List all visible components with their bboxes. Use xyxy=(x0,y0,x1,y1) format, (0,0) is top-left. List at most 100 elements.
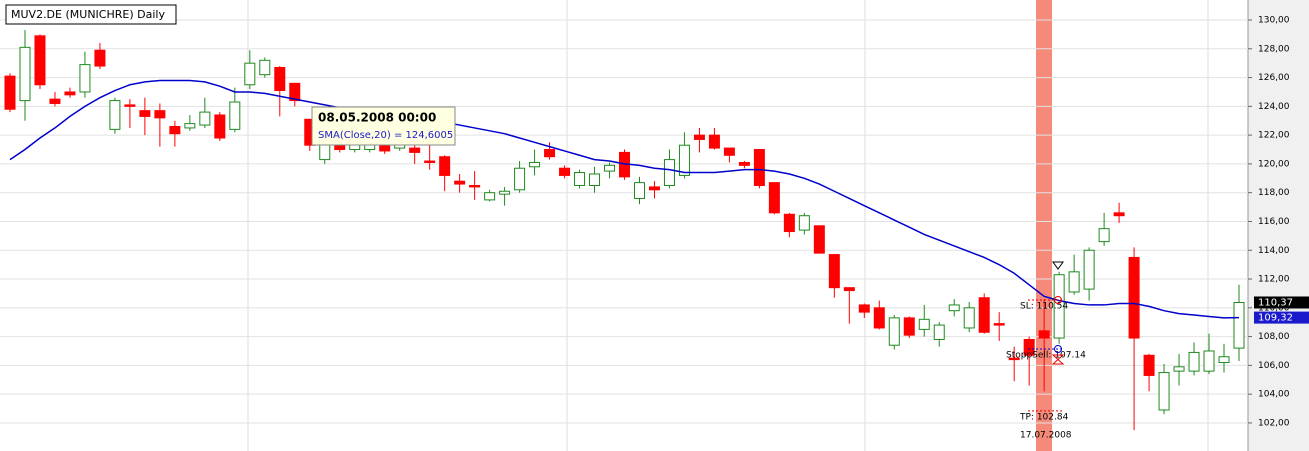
candle-body xyxy=(154,110,166,119)
tooltip xyxy=(311,106,456,146)
y-tick-label: 104,00 xyxy=(1258,390,1290,400)
candle-body xyxy=(1038,330,1050,339)
candle-body xyxy=(259,59,271,76)
candle-body xyxy=(589,173,601,186)
sl-marker xyxy=(1054,296,1062,304)
level-label: TP: 102.84 xyxy=(1019,412,1069,422)
candle-body xyxy=(124,104,136,107)
candle-body xyxy=(828,254,840,289)
candle-body xyxy=(274,66,286,92)
sma-line xyxy=(9,79,1240,319)
candle-body xyxy=(648,186,660,191)
candle-body xyxy=(1233,301,1245,349)
candle-body xyxy=(978,297,990,333)
y-tick-label: 130,00 xyxy=(1258,16,1290,26)
candle-body xyxy=(1173,366,1185,372)
candle-body xyxy=(379,144,391,152)
candle-body xyxy=(993,323,1005,326)
candle-body xyxy=(319,143,331,161)
trade-markers xyxy=(1051,261,1065,365)
candle-body xyxy=(753,149,765,186)
candle-body xyxy=(963,307,975,329)
candle-body xyxy=(633,182,645,199)
candle-body xyxy=(559,167,571,176)
candle-body xyxy=(1218,356,1230,363)
exit-marker xyxy=(1051,354,1065,365)
price-label-box xyxy=(1254,296,1309,309)
candle-body xyxy=(783,213,795,233)
candle-body xyxy=(214,114,226,139)
candle-body xyxy=(798,215,810,231)
candle-body xyxy=(184,123,196,129)
candle-body xyxy=(888,317,900,346)
y-tick-label: 120,00 xyxy=(1258,159,1290,169)
tooltip-text: SMA(Close,20) = 124,6005 xyxy=(318,130,453,141)
stop-marker xyxy=(1054,345,1062,353)
tooltip-date: 08.05.2008 00:00 xyxy=(318,111,436,125)
candle-body xyxy=(678,144,690,176)
candle-body xyxy=(693,134,705,140)
candle-body xyxy=(1113,212,1125,217)
y-tick-label: 116,00 xyxy=(1258,217,1290,227)
candle-body xyxy=(514,167,526,191)
candle-body xyxy=(738,161,750,166)
candle-body xyxy=(49,98,61,104)
y-tick-label: 102,00 xyxy=(1258,418,1290,428)
candle-body xyxy=(439,156,451,176)
price-label: 110,37 xyxy=(1258,297,1293,308)
candle-body xyxy=(708,134,720,149)
y-tick-label: 126,00 xyxy=(1258,73,1290,83)
candle-body xyxy=(469,184,481,188)
candle-body xyxy=(1068,271,1080,293)
candle-body xyxy=(1023,338,1035,356)
candle-body xyxy=(454,180,466,185)
candle-body xyxy=(948,304,960,312)
candle-body xyxy=(64,91,76,96)
candle-body xyxy=(244,62,256,86)
candle-body xyxy=(873,307,885,329)
candle-body xyxy=(484,192,496,201)
candle-body xyxy=(843,287,855,292)
y-tick-label: 114,00 xyxy=(1258,246,1290,256)
candle-body xyxy=(139,110,151,117)
plot-area xyxy=(0,0,1248,451)
chart-title: MUV2.DE (MUNICHRE) Daily xyxy=(11,8,165,21)
candle-body xyxy=(79,64,91,93)
candle-body xyxy=(1008,357,1020,361)
y-tick-label: 118,00 xyxy=(1258,188,1290,198)
candle-body xyxy=(1098,228,1110,243)
candle-body xyxy=(1143,354,1155,376)
candle-body xyxy=(424,160,436,163)
candle-body xyxy=(199,111,211,126)
candle-body xyxy=(499,190,511,195)
y-tick-label: 106,00 xyxy=(1258,361,1290,371)
price-label: 109,32 xyxy=(1258,313,1293,324)
title-box xyxy=(5,4,177,25)
candle-body xyxy=(1053,274,1065,339)
price-label-box xyxy=(1254,311,1309,324)
candle-body xyxy=(529,161,541,168)
candle-body xyxy=(813,225,825,254)
candle-body xyxy=(544,149,556,158)
y-tick-label: 122,00 xyxy=(1258,131,1290,141)
level-label: StoppSell: 107.14 xyxy=(1006,350,1086,360)
level-label: SL: 110.54 xyxy=(1020,302,1068,312)
candle-body xyxy=(409,147,421,153)
candle-body xyxy=(768,182,780,214)
candle-body xyxy=(933,324,945,340)
candle-body xyxy=(723,147,735,156)
signal-triangle xyxy=(1052,261,1064,270)
candle-body xyxy=(1203,350,1215,372)
candle-body xyxy=(1188,351,1200,372)
y-tick-label: 108,00 xyxy=(1258,332,1290,342)
candle-body xyxy=(109,100,121,130)
candle-body xyxy=(663,159,675,186)
candle-body xyxy=(34,35,46,86)
y-tick-label: 124,00 xyxy=(1258,102,1290,112)
candle-body xyxy=(229,101,241,130)
candle-body xyxy=(169,125,181,135)
y-tick-label: 112,00 xyxy=(1258,275,1290,285)
candle-body xyxy=(94,49,106,67)
candle-body xyxy=(604,164,616,172)
candle-body xyxy=(289,82,301,102)
